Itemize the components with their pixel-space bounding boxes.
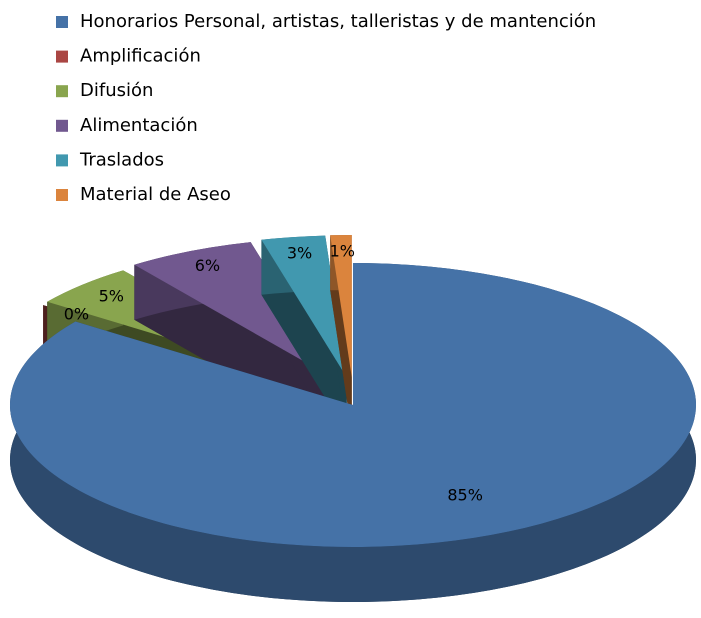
legend-label: Amplificación <box>80 46 201 67</box>
data-label: 3% <box>287 243 312 262</box>
pie-slice <box>261 235 347 378</box>
pie-slice <box>9 263 696 547</box>
legend-label: Alimentación <box>80 115 198 136</box>
legend-swatch <box>56 119 68 132</box>
data-label: 5% <box>99 286 124 305</box>
legend-swatch <box>56 16 68 28</box>
pie-slice-group <box>330 235 352 433</box>
pie-slice-group <box>9 263 696 602</box>
data-label: 1% <box>330 242 355 261</box>
legend-label: Honorarios Personal, artistas, tallerist… <box>80 11 596 32</box>
legend-label: Difusión <box>80 80 153 101</box>
data-label: 85% <box>447 486 483 505</box>
legend-swatch <box>56 154 68 167</box>
legend-swatch <box>56 50 68 63</box>
legend-label: Traslados <box>79 149 164 170</box>
pie-slice <box>330 235 352 378</box>
legend-label: Material de Aseo <box>80 184 231 205</box>
legend-swatch <box>56 85 68 98</box>
data-label: 6% <box>195 256 220 275</box>
legend-swatch <box>56 189 68 201</box>
data-label: 0% <box>64 305 89 324</box>
pie-slice <box>134 242 336 380</box>
